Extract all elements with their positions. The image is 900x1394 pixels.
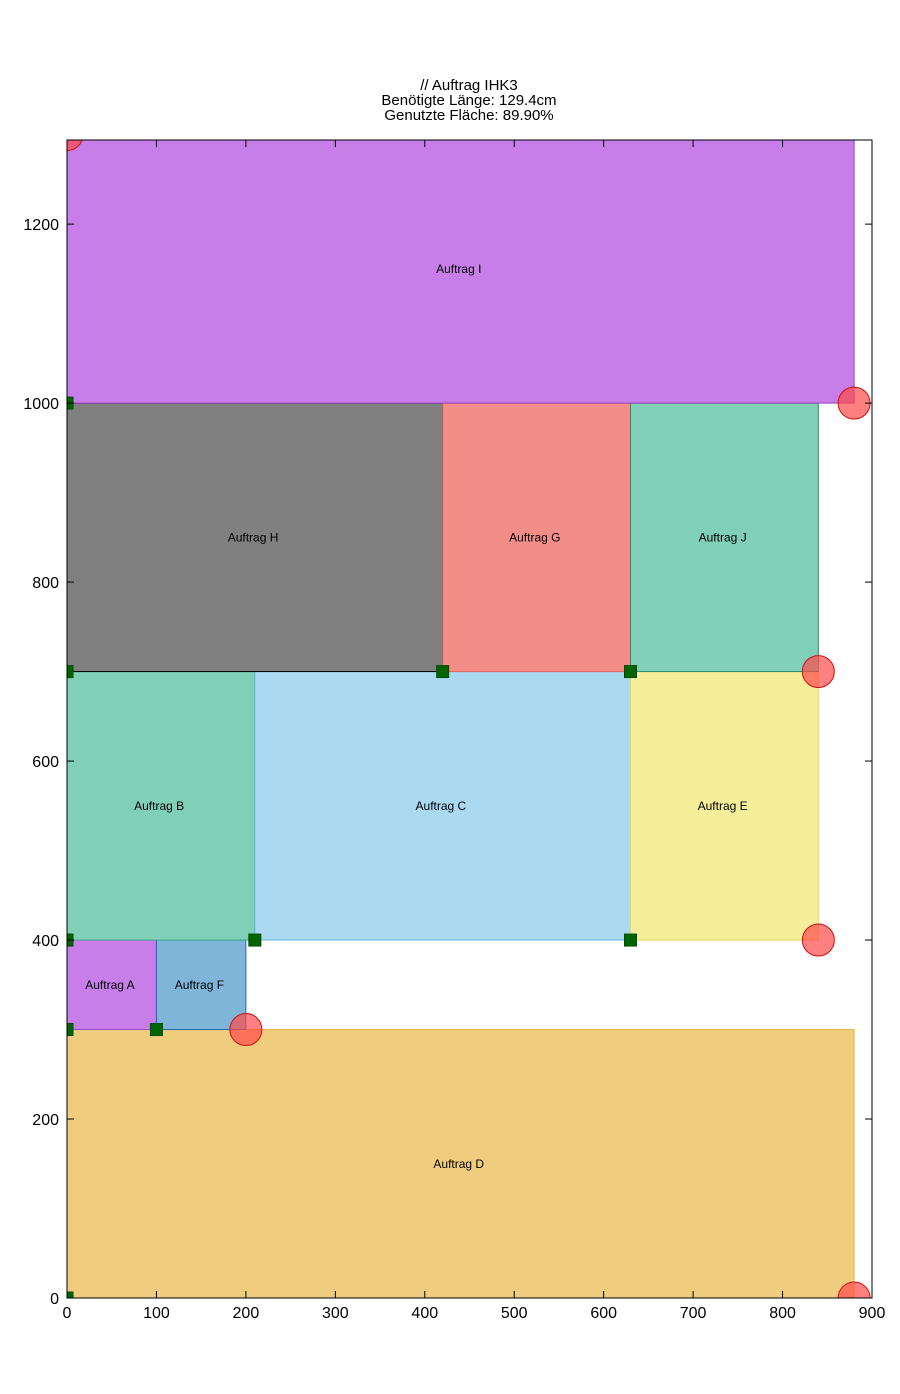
label-auftrag-b: Auftrag B: [134, 799, 184, 813]
chart-title: // Auftrag IHK3: [420, 77, 518, 94]
circle-marker-0: [837, 1281, 871, 1298]
y-tick-label-400: 400: [32, 933, 59, 950]
y-tick-label-800: 800: [32, 575, 59, 592]
label-auftrag-a: Auftrag A: [85, 978, 134, 992]
rectangles-layer: [67, 140, 855, 1298]
circle-marker-1: [229, 1013, 263, 1047]
axes-layer: 0 100 200 300 400 500 600 700 800 900 0 200 400 600 80…: [23, 139, 886, 1322]
y-tick-label-200: 200: [32, 1112, 59, 1129]
label-auftrag-i: Auftrag I: [436, 262, 481, 276]
x-tick-label-800: 800: [769, 1305, 796, 1322]
square-marker-7: [436, 665, 450, 679]
chart-title-block: // Auftrag IHK3 Benötigte Länge: 129.4cm…: [0, 78, 900, 123]
label-auftrag-g: Auftrag G: [509, 530, 560, 544]
rect-auftrag-e: [630, 671, 819, 941]
rect-auftrag-g: [442, 402, 631, 673]
y-tick-label-600: 600: [32, 754, 59, 771]
label-auftrag-c: Auftrag C: [416, 799, 467, 813]
square-marker-6: [67, 665, 74, 679]
x-tick-label-100: 100: [143, 1305, 170, 1322]
square-marker-1: [67, 1023, 74, 1037]
circle-marker-3: [801, 655, 835, 689]
circle-marker-5: [67, 140, 83, 152]
chart-subtitle-area: Genutzte Fläche: 89.90%: [384, 107, 554, 124]
x-tick-label-0: 0: [63, 1305, 72, 1322]
rect-auftrag-d: [67, 1029, 855, 1298]
square-marker-0: [67, 1291, 74, 1298]
rectangle-labels-layer: Auftrag D Auftrag A Auftrag F Auftrag B Auft…: [85, 262, 747, 1171]
plot-frame: [66, 139, 873, 1299]
y-tick-label-1200: 1200: [23, 217, 59, 234]
rect-auftrag-h: [67, 402, 444, 673]
y-tick-label-1000: 1000: [23, 396, 59, 413]
x-tick-label-900: 900: [859, 1305, 886, 1322]
square-marker-4: [248, 933, 262, 947]
rect-auftrag-b: [67, 671, 256, 941]
circle-marker-2: [801, 923, 835, 957]
x-tick-label-700: 700: [680, 1305, 707, 1322]
rect-auftrag-j: [630, 402, 819, 673]
x-tick-label-300: 300: [322, 1305, 349, 1322]
rect-auftrag-i: [67, 140, 855, 404]
x-tick-label-500: 500: [501, 1305, 528, 1322]
label-auftrag-h: Auftrag H: [228, 530, 279, 544]
square-marker-8: [624, 665, 637, 679]
square-marker-2: [149, 1023, 163, 1037]
square-marker-5: [624, 933, 637, 947]
label-auftrag-f: Auftrag F: [175, 978, 224, 992]
label-auftrag-j: Auftrag J: [699, 530, 747, 544]
markers-layer: [67, 140, 871, 1298]
rect-auftrag-f: [155, 939, 247, 1031]
x-tick-label-400: 400: [411, 1305, 438, 1322]
rect-auftrag-a: [67, 939, 157, 1031]
label-auftrag-d: Auftrag D: [433, 1157, 484, 1171]
label-auftrag-e: Auftrag E: [698, 799, 748, 813]
x-tick-label-200: 200: [233, 1305, 260, 1322]
y-tick-label-0: 0: [50, 1291, 59, 1308]
x-tick-label-600: 600: [590, 1305, 617, 1322]
chart-subtitle-length: Benötigte Länge: 129.4cm: [381, 92, 557, 109]
